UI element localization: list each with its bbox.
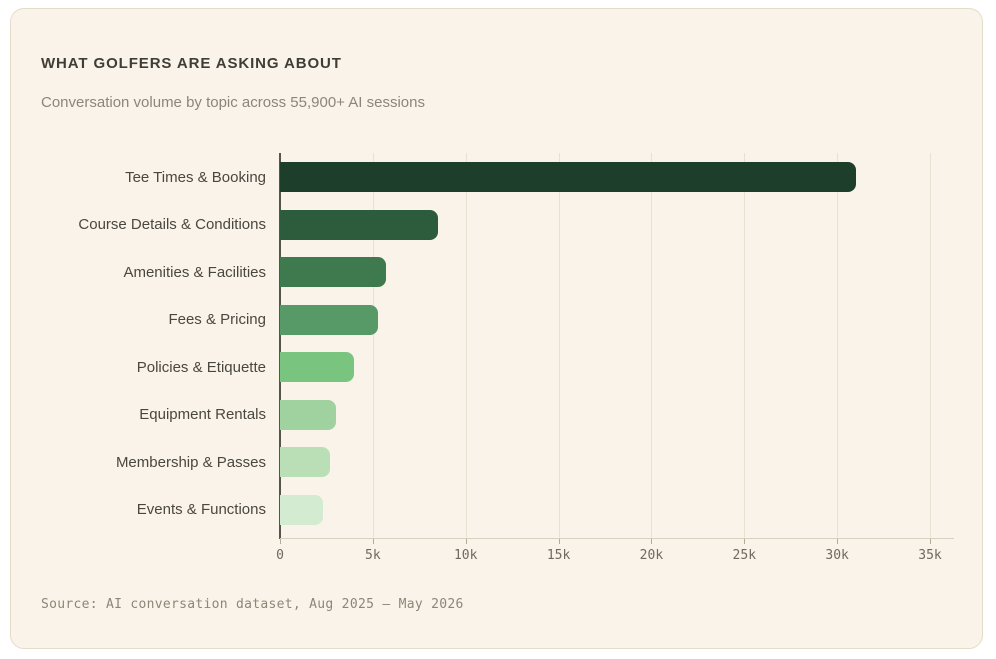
bar-track <box>280 162 930 193</box>
x-axis-baseline <box>280 538 954 539</box>
x-tick-label: 35k <box>918 548 942 563</box>
bar <box>280 352 355 383</box>
x-tick-label: 5k <box>365 548 381 563</box>
bar <box>280 162 856 193</box>
axis-tick-mark <box>651 539 653 544</box>
axis-tick-mark <box>930 539 931 544</box>
x-axis: 0 5k 10k 15k 20k 25k 30k 35k <box>276 548 942 566</box>
chart-subtitle: Conversation volume by topic across 55,9… <box>41 94 425 111</box>
chart-row: Amenities & Facilities <box>41 249 952 297</box>
chart-row: Fees & Pricing <box>41 296 952 344</box>
chart-rows: Tee Times & Booking Course Details & Cond… <box>41 153 952 534</box>
chart-row: Course Details & Conditions <box>41 201 952 249</box>
category-label: Fees & Pricing <box>168 311 266 329</box>
chart-row: Tee Times & Booking <box>41 154 952 202</box>
bar-chart: Tee Times & Booking Course Details & Cond… <box>41 153 954 544</box>
category-label: Course Details & Conditions <box>78 216 266 234</box>
axis-tick-mark <box>465 539 467 544</box>
axis-tick-mark <box>744 539 746 544</box>
bar-track <box>280 257 930 288</box>
chart-row: Policies & Etiquette <box>41 344 952 392</box>
bar <box>280 209 438 240</box>
bar <box>280 257 386 288</box>
chart-title: WHAT GOLFERS ARE ASKING ABOUT <box>41 55 342 72</box>
axis-tick-mark <box>372 539 374 544</box>
bar-track <box>280 352 930 383</box>
bar-track <box>280 304 930 335</box>
category-label: Policies & Etiquette <box>136 358 266 376</box>
chart-row: Equipment Rentals <box>41 391 952 439</box>
x-tick-label: 20k <box>639 548 664 563</box>
category-label: Membership & Passes <box>115 453 266 471</box>
axis-tick-mark <box>558 539 560 544</box>
chart-card: WHAT GOLFERS ARE ASKING ABOUT Conversati… <box>10 8 983 649</box>
chart-row: Membership & Passes <box>41 439 952 487</box>
bar <box>280 304 379 335</box>
x-tick-label: 30k <box>825 548 849 563</box>
bar-track <box>280 494 930 525</box>
bar <box>280 494 323 525</box>
source-note: Source: AI conversation dataset, Aug 202… <box>41 597 464 612</box>
x-tick-label: 0 <box>276 548 284 563</box>
chart-row: Events & Functions <box>41 486 952 534</box>
bar <box>280 447 331 478</box>
category-label: Equipment Rentals <box>139 406 266 424</box>
category-label: Events & Functions <box>136 501 266 519</box>
bar-track <box>280 447 930 478</box>
axis-tick-mark <box>280 539 281 544</box>
bar-track <box>280 399 930 430</box>
x-tick-label: 15k <box>546 548 571 563</box>
category-label: Tee Times & Booking <box>125 168 266 186</box>
x-tick-label: 10k <box>453 548 478 563</box>
bar-track <box>280 209 930 240</box>
bar <box>280 399 336 430</box>
category-label: Amenities & Facilities <box>123 263 266 281</box>
x-tick-label: 25k <box>732 548 757 563</box>
axis-tick-mark <box>837 539 839 544</box>
